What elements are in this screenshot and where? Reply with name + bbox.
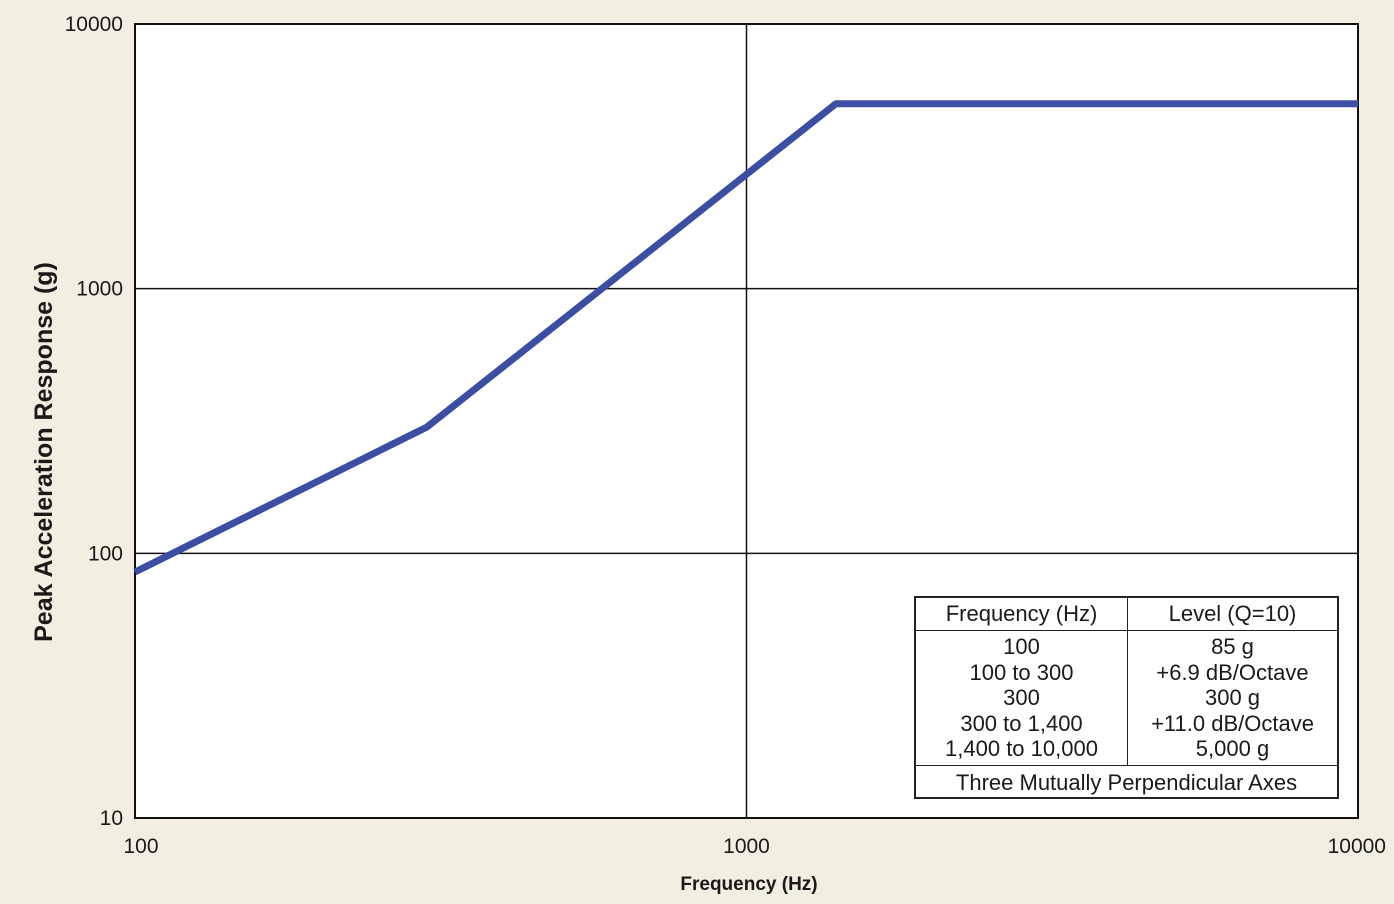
spec-table: Frequency (Hz) Level (Q=10) 100 100 to 3… xyxy=(914,596,1339,799)
header-frequency: Frequency (Hz) xyxy=(916,598,1128,630)
level-column: 85 g +6.9 dB/Octave 300 g +11.0 dB/Octav… xyxy=(1128,631,1337,765)
level-cell: 300 g xyxy=(1204,685,1261,710)
spec-table-footer: Three Mutually Perpendicular Axes xyxy=(955,770,1298,795)
spec-table-header: Frequency (Hz) Level (Q=10) xyxy=(916,598,1337,631)
y-tick-label: 10000 xyxy=(65,13,123,36)
x-axis-title: Frequency (Hz) xyxy=(680,874,817,895)
y-tick-label: 1000 xyxy=(76,278,123,301)
x-axis-ticks: 100 1000 10000 xyxy=(123,835,1386,858)
frequency-column: 100 100 to 300 300 300 to 1,400 1,400 to… xyxy=(916,631,1128,765)
frequency-cell: 1,400 to 10,000 xyxy=(945,736,1098,761)
spec-table-body: 100 100 to 300 300 300 to 1,400 1,400 to… xyxy=(916,631,1337,766)
level-cell: +11.0 dB/Octave xyxy=(1151,710,1314,736)
x-tick-label: 1000 xyxy=(723,835,770,858)
y-tick-label: 10 xyxy=(100,807,123,830)
y-tick-label: 100 xyxy=(88,542,123,565)
frequency-cell: 300 to 1,400 xyxy=(960,710,1083,736)
level-cell: 85 g xyxy=(1211,634,1254,659)
frequency-cell: 100 xyxy=(1003,634,1040,659)
level-cell: 5,000 g xyxy=(1195,736,1270,761)
y-axis-title: Peak Acceleration Response (g) xyxy=(30,262,58,642)
x-tick-label: 100 xyxy=(123,835,158,858)
frequency-cell: 100 to 300 xyxy=(969,659,1074,685)
header-level: Level (Q=10) xyxy=(1168,601,1297,626)
x-tick-label: 10000 xyxy=(1328,835,1386,858)
series-layer xyxy=(133,100,1358,576)
y-axis-ticks: 10 100 1000 10000 xyxy=(65,13,123,830)
series-line xyxy=(133,100,1358,576)
level-cell: +6.9 dB/Octave xyxy=(1156,659,1309,685)
grid-lines xyxy=(135,24,1358,818)
frequency-cell: 300 xyxy=(1003,685,1040,710)
